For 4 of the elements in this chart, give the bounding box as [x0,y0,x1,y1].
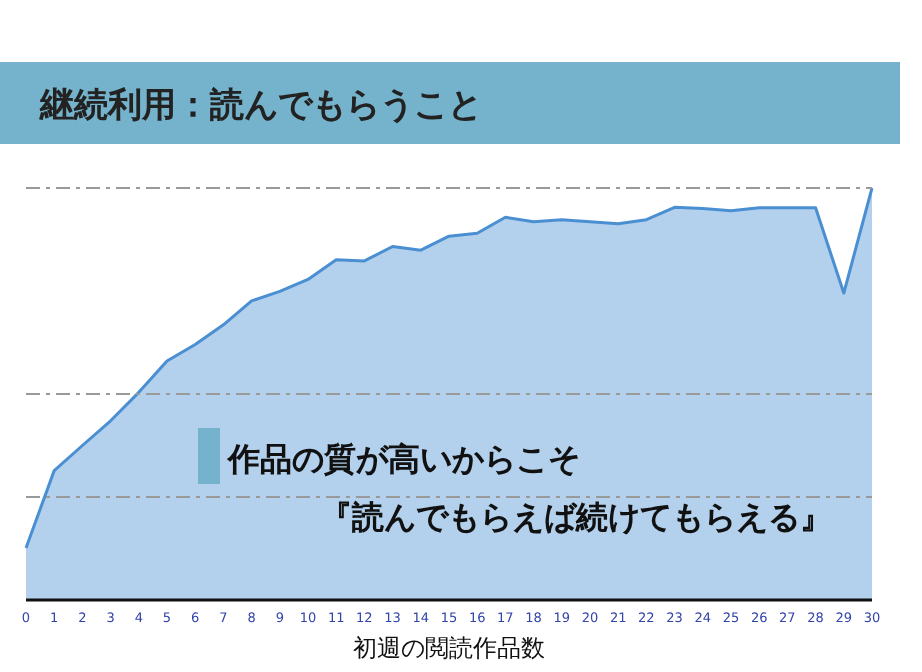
annotation: 作品の質が高いからこそ [226,440,580,478]
annotation: 『読んでもらえば続けてもらえる』 [320,498,832,536]
chart-title: 継続利用：読んでもらうこと [38,86,482,126]
x-axis-title: 初週の閲読作品数 [353,634,545,662]
